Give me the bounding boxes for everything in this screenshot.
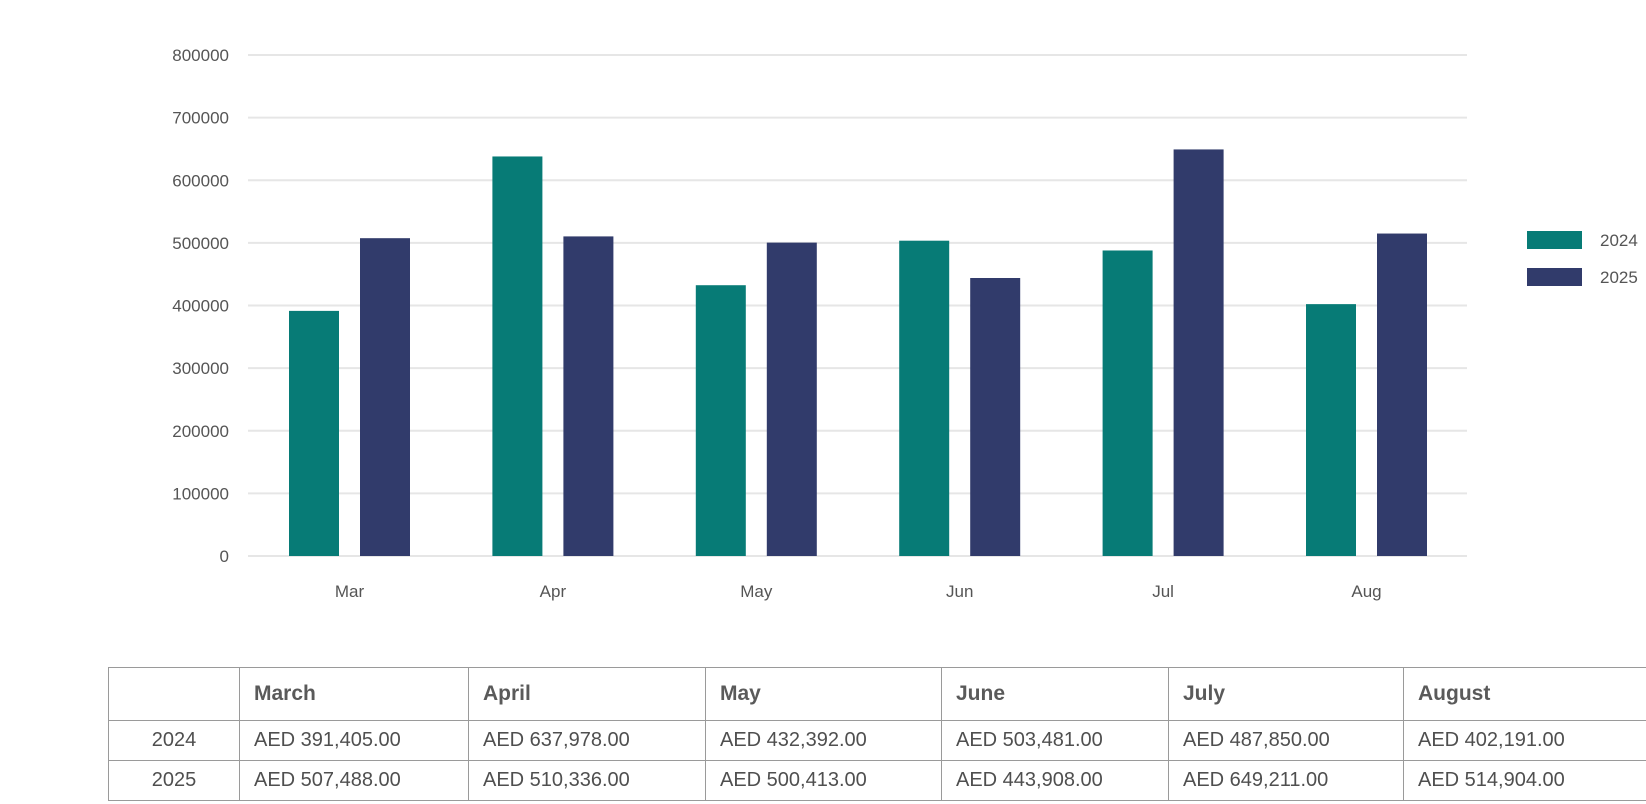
table-header-row: March April May June July August — [108, 667, 1646, 721]
table-header-cell: June — [941, 667, 1169, 721]
table-cell: AED 487,850.00 — [1168, 720, 1404, 761]
y-tick-label: 0 — [220, 547, 229, 566]
y-axis-ticks: 0 100000 200000 300000 400000 500000 600000 700… — [172, 46, 229, 566]
legend-swatch-2024 — [1527, 231, 1582, 249]
table-cell: AED 432,392.00 — [705, 720, 942, 761]
y-tick-label: 800000 — [172, 46, 229, 65]
y-tick-label: 300000 — [172, 359, 229, 378]
x-tick-label: Mar — [335, 582, 365, 601]
y-tick-label: 600000 — [172, 171, 229, 190]
bar-2024-mar — [289, 310, 339, 556]
table-row-label: 2025 — [108, 760, 240, 801]
bar-chart: 0 100000 200000 300000 400000 500000 600000 700… — [172, 46, 1638, 601]
bar-2025-jul — [1173, 149, 1224, 556]
table-row: 2025 AED 507,488.00 AED 510,336.00 AED 5… — [108, 760, 1646, 801]
x-tick-label: Jun — [946, 582, 973, 601]
table-cell: AED 637,978.00 — [468, 720, 706, 761]
bar-2024-may — [695, 285, 746, 556]
y-tick-label: 500000 — [172, 234, 229, 253]
x-tick-label: May — [740, 582, 773, 601]
legend-label: 2024 — [1600, 231, 1638, 250]
x-tick-label: Aug — [1351, 582, 1381, 601]
table-header-cell: July — [1168, 667, 1404, 721]
y-tick-label: 200000 — [172, 422, 229, 441]
table-cell: AED 649,211.00 — [1168, 760, 1404, 801]
x-tick-label: Apr — [540, 582, 567, 601]
bar-2024-jul — [1102, 250, 1153, 556]
bars — [289, 149, 1427, 557]
y-tick-label: 100000 — [172, 484, 229, 503]
x-axis-ticks: Mar Apr May Jun Jul Aug — [335, 582, 1382, 601]
bar-2024-jun — [899, 240, 950, 557]
table-cell: AED 507,488.00 — [239, 760, 469, 801]
table-cell: AED 500,413.00 — [705, 760, 942, 801]
bar-2025-apr — [563, 236, 614, 556]
table-row-label: 2024 — [108, 720, 240, 761]
table-header-cell: April — [468, 667, 706, 721]
y-tick-label: 400000 — [172, 297, 229, 316]
table-cell: AED 402,191.00 — [1403, 720, 1646, 761]
table-header-cell: August — [1403, 667, 1646, 721]
table-cell: AED 510,336.00 — [468, 760, 706, 801]
grid-lines — [248, 54, 1467, 557]
bar-2025-aug — [1377, 233, 1427, 556]
table-cell: AED 391,405.00 — [239, 720, 469, 761]
table-header-cell: May — [705, 667, 942, 721]
bar-2024-aug — [1306, 304, 1356, 556]
table-cell: AED 514,904.00 — [1403, 760, 1646, 801]
legend-label: 2025 — [1600, 268, 1638, 287]
legend-swatch-2025 — [1527, 268, 1582, 286]
table-row: 2024 AED 391,405.00 AED 637,978.00 AED 4… — [108, 720, 1646, 761]
y-tick-label: 700000 — [172, 109, 229, 128]
table-header-cell: March — [239, 667, 469, 721]
table-header-cell — [108, 667, 240, 721]
table-cell: AED 443,908.00 — [941, 760, 1169, 801]
bar-2024-apr — [492, 156, 543, 556]
bar-2025-mar — [360, 238, 410, 556]
bar-2025-may — [766, 242, 817, 556]
x-tick-label: Jul — [1152, 582, 1174, 601]
legend: 2024 2025 — [1527, 231, 1638, 287]
bar-2025-jun — [970, 278, 1021, 556]
data-table: March April May June July August 2024 AE… — [108, 667, 1646, 801]
table-cell: AED 503,481.00 — [941, 720, 1169, 761]
